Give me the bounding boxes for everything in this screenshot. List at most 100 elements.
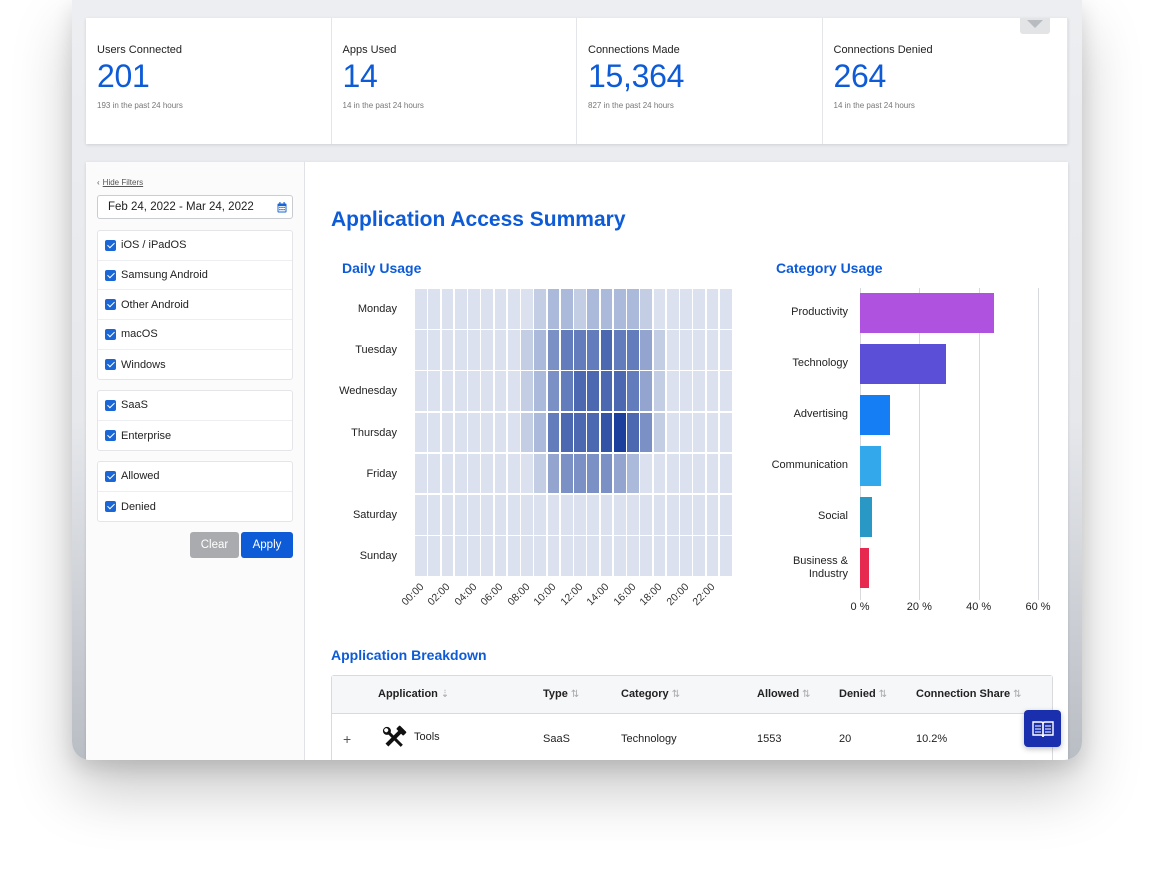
heatmap-cell[interactable] bbox=[600, 330, 613, 370]
filter-other-android[interactable]: Other Android bbox=[98, 290, 292, 321]
heatmap-cell[interactable] bbox=[613, 453, 626, 494]
heatmap-cell[interactable] bbox=[454, 453, 467, 494]
heatmap-cell[interactable] bbox=[534, 453, 546, 494]
heatmap-cell[interactable] bbox=[441, 289, 454, 329]
heatmap-cell[interactable] bbox=[481, 453, 493, 494]
heatmap-cell[interactable] bbox=[719, 536, 732, 576]
sort-icon[interactable]: ⇅ bbox=[570, 689, 580, 700]
heatmap-cell[interactable] bbox=[534, 330, 546, 370]
heatmap-cell[interactable] bbox=[441, 536, 454, 576]
heatmap-cell[interactable] bbox=[547, 453, 560, 494]
heatmap-cell[interactable] bbox=[574, 453, 586, 494]
heatmap-cell[interactable] bbox=[534, 371, 546, 412]
heatmap-cell[interactable] bbox=[600, 536, 613, 576]
hide-filters-link[interactable]: ‹ Hide Filters bbox=[97, 178, 143, 187]
heatmap-cell[interactable] bbox=[428, 536, 440, 576]
checkbox-checked[interactable] bbox=[105, 328, 116, 340]
heatmap-cell[interactable] bbox=[428, 495, 440, 535]
heatmap-cell[interactable] bbox=[719, 330, 732, 370]
heatmap-cell[interactable] bbox=[547, 412, 560, 453]
checkbox-checked[interactable] bbox=[105, 359, 116, 371]
heatmap-cell[interactable] bbox=[653, 495, 666, 535]
filter-allowed[interactable]: Allowed bbox=[98, 462, 292, 492]
heatmap-cell[interactable] bbox=[693, 289, 705, 329]
heatmap-cell[interactable] bbox=[560, 289, 573, 329]
heatmap-cell[interactable] bbox=[587, 453, 599, 494]
heatmap-cell[interactable] bbox=[613, 536, 626, 576]
heatmap-cell[interactable] bbox=[428, 412, 440, 453]
checkbox-checked[interactable] bbox=[105, 269, 116, 281]
heatmap-cell[interactable] bbox=[441, 371, 454, 412]
heatmap-cell[interactable] bbox=[666, 453, 679, 494]
heatmap-cell[interactable] bbox=[666, 495, 679, 535]
heatmap-cell[interactable] bbox=[454, 371, 467, 412]
heatmap-cell[interactable] bbox=[706, 330, 719, 370]
heatmap-cell[interactable] bbox=[468, 371, 480, 412]
heatmap-cell[interactable] bbox=[693, 453, 705, 494]
heatmap-cell[interactable] bbox=[627, 536, 639, 576]
checkbox-checked[interactable] bbox=[105, 470, 116, 482]
checkbox-checked[interactable] bbox=[105, 239, 116, 251]
heatmap-cell[interactable] bbox=[415, 371, 427, 412]
expand-row-button[interactable]: + bbox=[343, 731, 352, 747]
heatmap-cell[interactable] bbox=[547, 495, 560, 535]
filter-macos[interactable]: macOS bbox=[98, 320, 292, 350]
heatmap-cell[interactable] bbox=[560, 495, 573, 535]
heatmap-cell[interactable] bbox=[534, 412, 546, 453]
clear-button[interactable]: Clear bbox=[190, 532, 239, 558]
heatmap-cell[interactable] bbox=[428, 371, 440, 412]
heatmap-cell[interactable] bbox=[507, 371, 520, 412]
sort-icon[interactable]: ⇅ bbox=[1013, 689, 1022, 700]
sort-icon[interactable]: ⇅ bbox=[878, 689, 888, 700]
heatmap-cell[interactable] bbox=[454, 412, 467, 453]
category-bar[interactable] bbox=[860, 446, 881, 486]
heatmap-cell[interactable] bbox=[640, 536, 652, 576]
heatmap-cell[interactable] bbox=[415, 330, 427, 370]
heatmap-cell[interactable] bbox=[547, 371, 560, 412]
heatmap-cell[interactable] bbox=[693, 330, 705, 370]
heatmap-cell[interactable] bbox=[719, 289, 732, 329]
heatmap-cell[interactable] bbox=[640, 412, 652, 453]
heatmap-cell[interactable] bbox=[468, 536, 480, 576]
heatmap-cell[interactable] bbox=[627, 412, 639, 453]
heatmap-cell[interactable] bbox=[666, 289, 679, 329]
heatmap-cell[interactable] bbox=[653, 371, 666, 412]
heatmap-cell[interactable] bbox=[653, 536, 666, 576]
heatmap-cell[interactable] bbox=[481, 495, 493, 535]
checkbox-checked[interactable] bbox=[105, 430, 116, 442]
heatmap-cell[interactable] bbox=[560, 536, 573, 576]
col-connection-share[interactable]: Connection Share ⇅ bbox=[916, 688, 1022, 700]
heatmap-cell[interactable] bbox=[613, 289, 626, 329]
heatmap-cell[interactable] bbox=[600, 453, 613, 494]
heatmap-cell[interactable] bbox=[454, 536, 467, 576]
heatmap-cell[interactable] bbox=[507, 412, 520, 453]
heatmap-cell[interactable] bbox=[415, 453, 427, 494]
heatmap-cell[interactable] bbox=[613, 371, 626, 412]
heatmap-cell[interactable] bbox=[547, 330, 560, 370]
heatmap-cell[interactable] bbox=[494, 289, 507, 329]
heatmap-cell[interactable] bbox=[640, 289, 652, 329]
collapse-stats-button[interactable] bbox=[1020, 18, 1050, 34]
heatmap-cell[interactable] bbox=[627, 330, 639, 370]
category-bar[interactable] bbox=[860, 344, 947, 384]
heatmap-cell[interactable] bbox=[693, 371, 705, 412]
heatmap-cell[interactable] bbox=[706, 536, 719, 576]
heatmap-cell[interactable] bbox=[547, 289, 560, 329]
heatmap-cell[interactable] bbox=[507, 536, 520, 576]
heatmap-cell[interactable] bbox=[680, 330, 692, 370]
heatmap-cell[interactable] bbox=[627, 453, 639, 494]
heatmap-cell[interactable] bbox=[415, 495, 427, 535]
heatmap-cell[interactable] bbox=[680, 371, 692, 412]
filter-enterprise[interactable]: Enterprise bbox=[98, 421, 292, 451]
heatmap-cell[interactable] bbox=[587, 412, 599, 453]
heatmap-cell[interactable] bbox=[640, 495, 652, 535]
heatmap-cell[interactable] bbox=[653, 289, 666, 329]
heatmap-cell[interactable] bbox=[521, 495, 533, 535]
heatmap-cell[interactable] bbox=[693, 495, 705, 535]
heatmap-cell[interactable] bbox=[653, 453, 666, 494]
heatmap-cell[interactable] bbox=[441, 453, 454, 494]
category-bar[interactable] bbox=[860, 497, 872, 537]
col-type[interactable]: Type ⇅ bbox=[543, 688, 579, 700]
heatmap-cell[interactable] bbox=[507, 453, 520, 494]
heatmap-cell[interactable] bbox=[415, 412, 427, 453]
